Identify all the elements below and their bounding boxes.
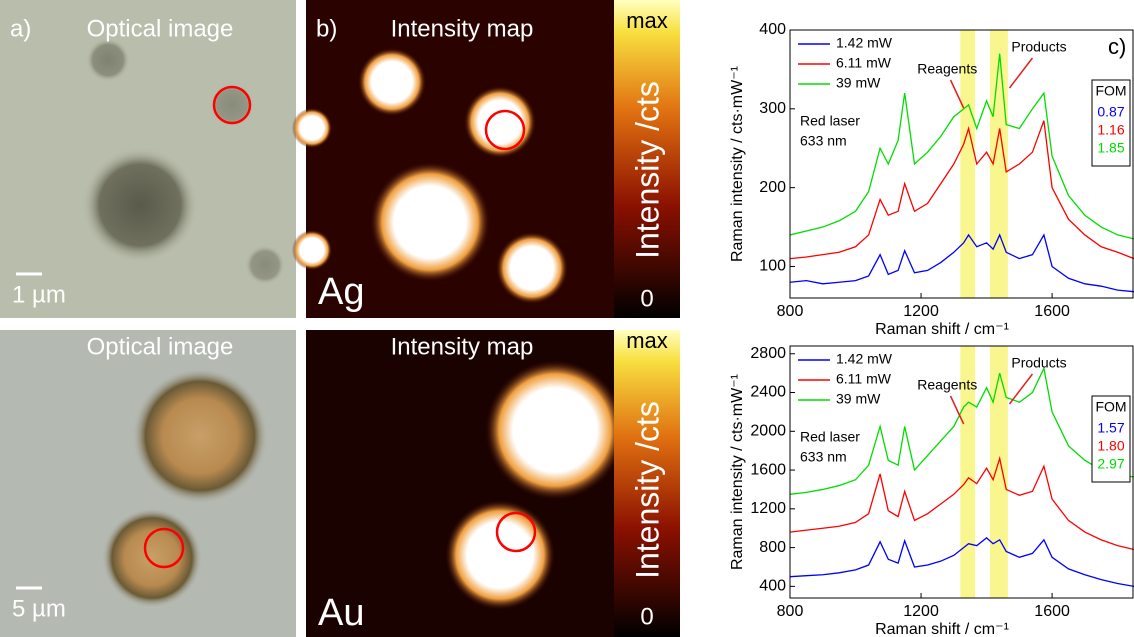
scale-label: 1 µm xyxy=(12,281,66,308)
y-axis-label: Raman intensity / cts·mW⁻¹ xyxy=(729,66,746,262)
legend-label: 1.42 mW xyxy=(836,351,893,367)
x-tick-label: 800 xyxy=(777,603,804,620)
highlight-band xyxy=(960,30,976,298)
y-tick-label: 100 xyxy=(759,258,786,275)
panel-letter: b) xyxy=(316,15,337,42)
colorbar-max: max xyxy=(626,8,668,33)
colorbar-min: 0 xyxy=(640,603,653,630)
x-axis-label: Raman shift / cm⁻¹ xyxy=(875,621,1009,637)
x-tick-label: 1600 xyxy=(1034,303,1070,320)
spectrum-line xyxy=(789,366,1134,495)
x-tick-label: 800 xyxy=(777,303,804,320)
panel-title: Optical image xyxy=(87,15,234,42)
highlight-band xyxy=(989,346,1008,598)
y-tick-label: 200 xyxy=(759,179,786,196)
intensity-map-au xyxy=(306,330,680,637)
fom-value: 1.80 xyxy=(1097,438,1124,454)
annotation: Red laser xyxy=(800,429,860,445)
metal-label: Au xyxy=(318,592,364,634)
arrow xyxy=(949,79,965,109)
arrow xyxy=(1008,57,1034,89)
arrow xyxy=(949,395,965,425)
spectrum-line xyxy=(789,537,1134,588)
legend-label: 6.11 mW xyxy=(836,55,892,71)
x-axis-label: Raman shift / cm⁻¹ xyxy=(875,321,1009,338)
fom-label: FOM xyxy=(1095,83,1126,99)
annotation: 633 nm xyxy=(800,449,847,465)
intensity-map-ag xyxy=(292,0,680,318)
annotation: Products xyxy=(1011,355,1066,371)
x-tick-label: 1200 xyxy=(903,603,939,620)
fom-value: 1.57 xyxy=(1097,420,1124,436)
spectrum-line xyxy=(789,233,1134,293)
arrow xyxy=(1008,373,1034,405)
legend-label: 6.11 mW xyxy=(836,371,892,387)
annotation: Red laser xyxy=(800,113,860,129)
y-tick-label: 400 xyxy=(759,21,786,38)
scale-label: 5 µm xyxy=(12,595,66,622)
y-tick-label: 2400 xyxy=(750,384,786,401)
fom-value: 1.85 xyxy=(1097,140,1124,156)
spectrum-line xyxy=(789,455,1134,551)
highlight-band xyxy=(960,346,976,598)
y-tick-label: 300 xyxy=(759,100,786,117)
annotation: 633 nm xyxy=(800,133,847,149)
fom-value: 2.97 xyxy=(1097,456,1124,472)
y-tick-label: 2000 xyxy=(750,423,786,440)
colorbar-max: max xyxy=(626,328,668,353)
legend-label: 1.42 mW xyxy=(836,35,893,51)
annotation: Reagents xyxy=(917,61,977,77)
colorbar-label: Intensity /cts xyxy=(629,81,665,259)
colorbar-min: 0 xyxy=(640,285,653,312)
legend-label: 39 mW xyxy=(836,75,881,91)
legend-label: 39 mW xyxy=(836,391,881,407)
optical-image-ag xyxy=(0,0,296,318)
plot-frame xyxy=(789,29,1134,299)
x-tick-label: 1600 xyxy=(1034,603,1070,620)
spectrum-line xyxy=(789,120,1134,260)
fom-box xyxy=(1091,79,1131,167)
y-axis-label: Raman intensity / cts·mW⁻¹ xyxy=(729,374,746,570)
plot-frame xyxy=(789,345,1134,599)
y-tick-label: 1600 xyxy=(750,461,786,478)
y-tick-label: 400 xyxy=(759,578,786,595)
panel-letter: a) xyxy=(10,15,31,42)
panel-title: Optical image xyxy=(87,333,234,360)
y-tick-label: 800 xyxy=(759,539,786,556)
colorbar-label: Intensity /cts xyxy=(629,401,665,579)
fom-label: FOM xyxy=(1095,399,1126,415)
panel-title: Intensity map xyxy=(391,333,534,360)
y-tick-label: 1200 xyxy=(750,500,786,517)
optical-image-au xyxy=(0,330,296,637)
x-tick-label: 1200 xyxy=(903,303,939,320)
fom-value: 0.87 xyxy=(1097,104,1124,120)
panel-letter: c) xyxy=(1108,34,1126,59)
fom-value: 1.16 xyxy=(1097,122,1124,138)
y-tick-label: 2800 xyxy=(750,345,786,362)
annotation: Reagents xyxy=(917,377,977,393)
fom-box xyxy=(1091,395,1131,483)
panel-title: Intensity map xyxy=(391,15,534,42)
annotation: Products xyxy=(1011,39,1066,55)
metal-label: Ag xyxy=(318,271,364,313)
spectrum-line xyxy=(789,53,1134,240)
